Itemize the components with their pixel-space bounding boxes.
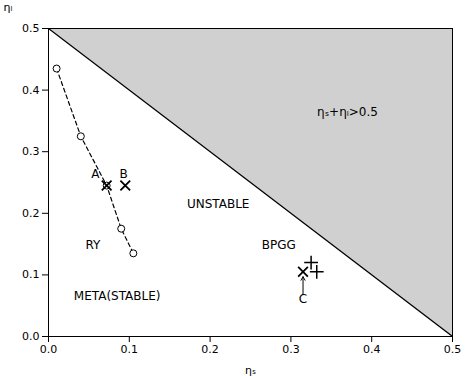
svg-text:0.0: 0.0 — [22, 330, 40, 343]
svg-text:BPGG: BPGG — [262, 238, 296, 252]
svg-text:0.0: 0.0 — [40, 343, 58, 356]
svg-text:0.4: 0.4 — [363, 343, 381, 356]
svg-text:UNSTABLE: UNSTABLE — [187, 197, 249, 211]
svg-text:0.1: 0.1 — [121, 343, 139, 356]
svg-text:META(STABLE): META(STABLE) — [74, 289, 161, 303]
svg-text:0.3: 0.3 — [282, 343, 300, 356]
svg-text:RY: RY — [85, 238, 101, 252]
svg-text:ηₛ: ηₛ — [245, 364, 256, 376]
svg-text:ηₗ: ηₗ — [4, 1, 13, 14]
svg-text:ηₛ+ηₗ>0.5: ηₛ+ηₗ>0.5 — [317, 105, 378, 119]
svg-text:A: A — [91, 167, 100, 181]
svg-text:0.1: 0.1 — [22, 268, 40, 281]
svg-text:0.4: 0.4 — [22, 84, 40, 97]
svg-text:0.2: 0.2 — [201, 343, 219, 356]
svg-text:0.2: 0.2 — [22, 207, 40, 220]
svg-text:0.5: 0.5 — [22, 22, 40, 35]
svg-text:0.5: 0.5 — [444, 343, 462, 356]
svg-text:C: C — [299, 292, 307, 306]
svg-text:0.3: 0.3 — [22, 145, 40, 158]
svg-text:B: B — [120, 167, 128, 181]
